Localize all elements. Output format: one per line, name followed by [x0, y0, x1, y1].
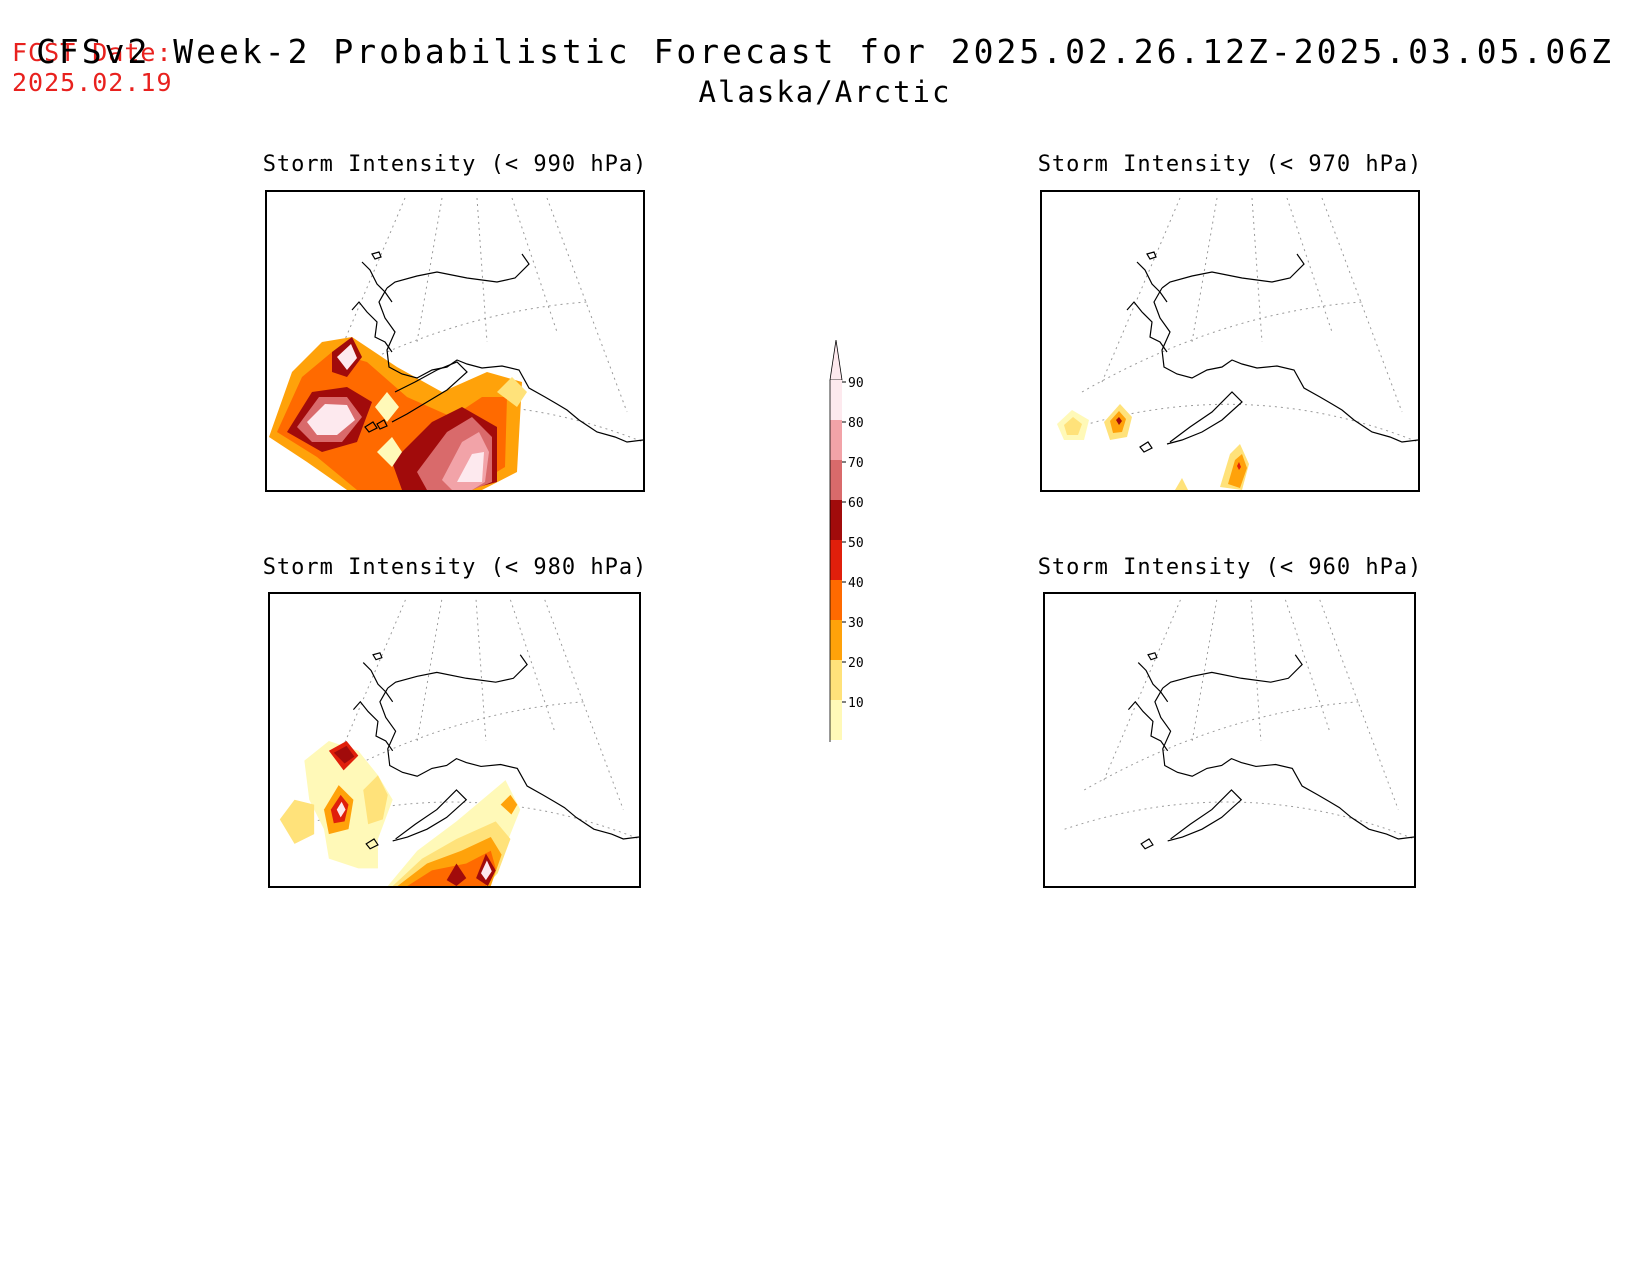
colorbar-label: 10 — [848, 696, 864, 711]
colorbar-label: 90 — [848, 376, 864, 391]
colorbar: 90 80 70 60 50 40 30 20 10 — [815, 332, 875, 780]
page-subtitle: Alaska/Arctic — [698, 75, 952, 109]
colorbar-swatch — [830, 540, 842, 580]
panel-title-960: Storm Intensity (< 960 hPa) — [1037, 555, 1423, 580]
colorbar-top-cap — [829, 339, 843, 381]
colorbar-swatch — [830, 580, 842, 620]
colorbar-label: 30 — [848, 616, 864, 631]
coastline-990 — [351, 251, 643, 443]
panel-title-990: Storm Intensity (< 990 hPa) — [262, 152, 648, 177]
map-panel-970 — [1040, 190, 1420, 492]
colorbar-swatch — [830, 420, 842, 460]
fcst-date: 2025.02.19 — [12, 68, 173, 97]
panel-title-970: Storm Intensity (< 970 hPa) — [1037, 152, 1423, 177]
colorbar-label: 70 — [848, 456, 864, 471]
fcst-label: FCST Date: — [12, 38, 173, 67]
colorbar-swatch — [830, 460, 842, 500]
probability-shading-980 — [279, 740, 521, 886]
panel-title-980: Storm Intensity (< 980 hPa) — [262, 555, 648, 580]
colorbar-swatch — [830, 500, 842, 540]
map-panel-960 — [1043, 592, 1416, 888]
colorbar-swatch — [830, 620, 842, 660]
probability-shading-970 — [1057, 404, 1249, 490]
colorbar-swatch — [830, 380, 842, 420]
colorbar-swatch — [830, 660, 842, 700]
forecast-date-block: FCST Date: 2025.02.19 — [12, 38, 173, 98]
colorbar-svg: 90 80 70 60 50 40 30 20 10 — [829, 339, 864, 780]
map-990 — [269, 197, 643, 490]
map-980 — [279, 599, 639, 886]
colorbar-label: 50 — [848, 536, 864, 551]
colorbar-swatch — [830, 700, 842, 740]
page-title-block: CFSv2 Week-2 Probabilistic Forecast for … — [0, 32, 1650, 109]
map-960 — [1064, 599, 1414, 850]
map-panel-980 — [268, 592, 641, 888]
page-title: CFSv2 Week-2 Probabilistic Forecast for … — [36, 32, 1614, 71]
colorbar-label: 40 — [848, 576, 864, 591]
map-panel-990 — [265, 190, 645, 492]
colorbar-label: 80 — [848, 416, 864, 431]
map-970 — [1057, 197, 1418, 490]
colorbar-label: 60 — [848, 496, 864, 511]
colorbar-label: 20 — [848, 656, 864, 671]
probability-shading-990 — [269, 337, 527, 490]
